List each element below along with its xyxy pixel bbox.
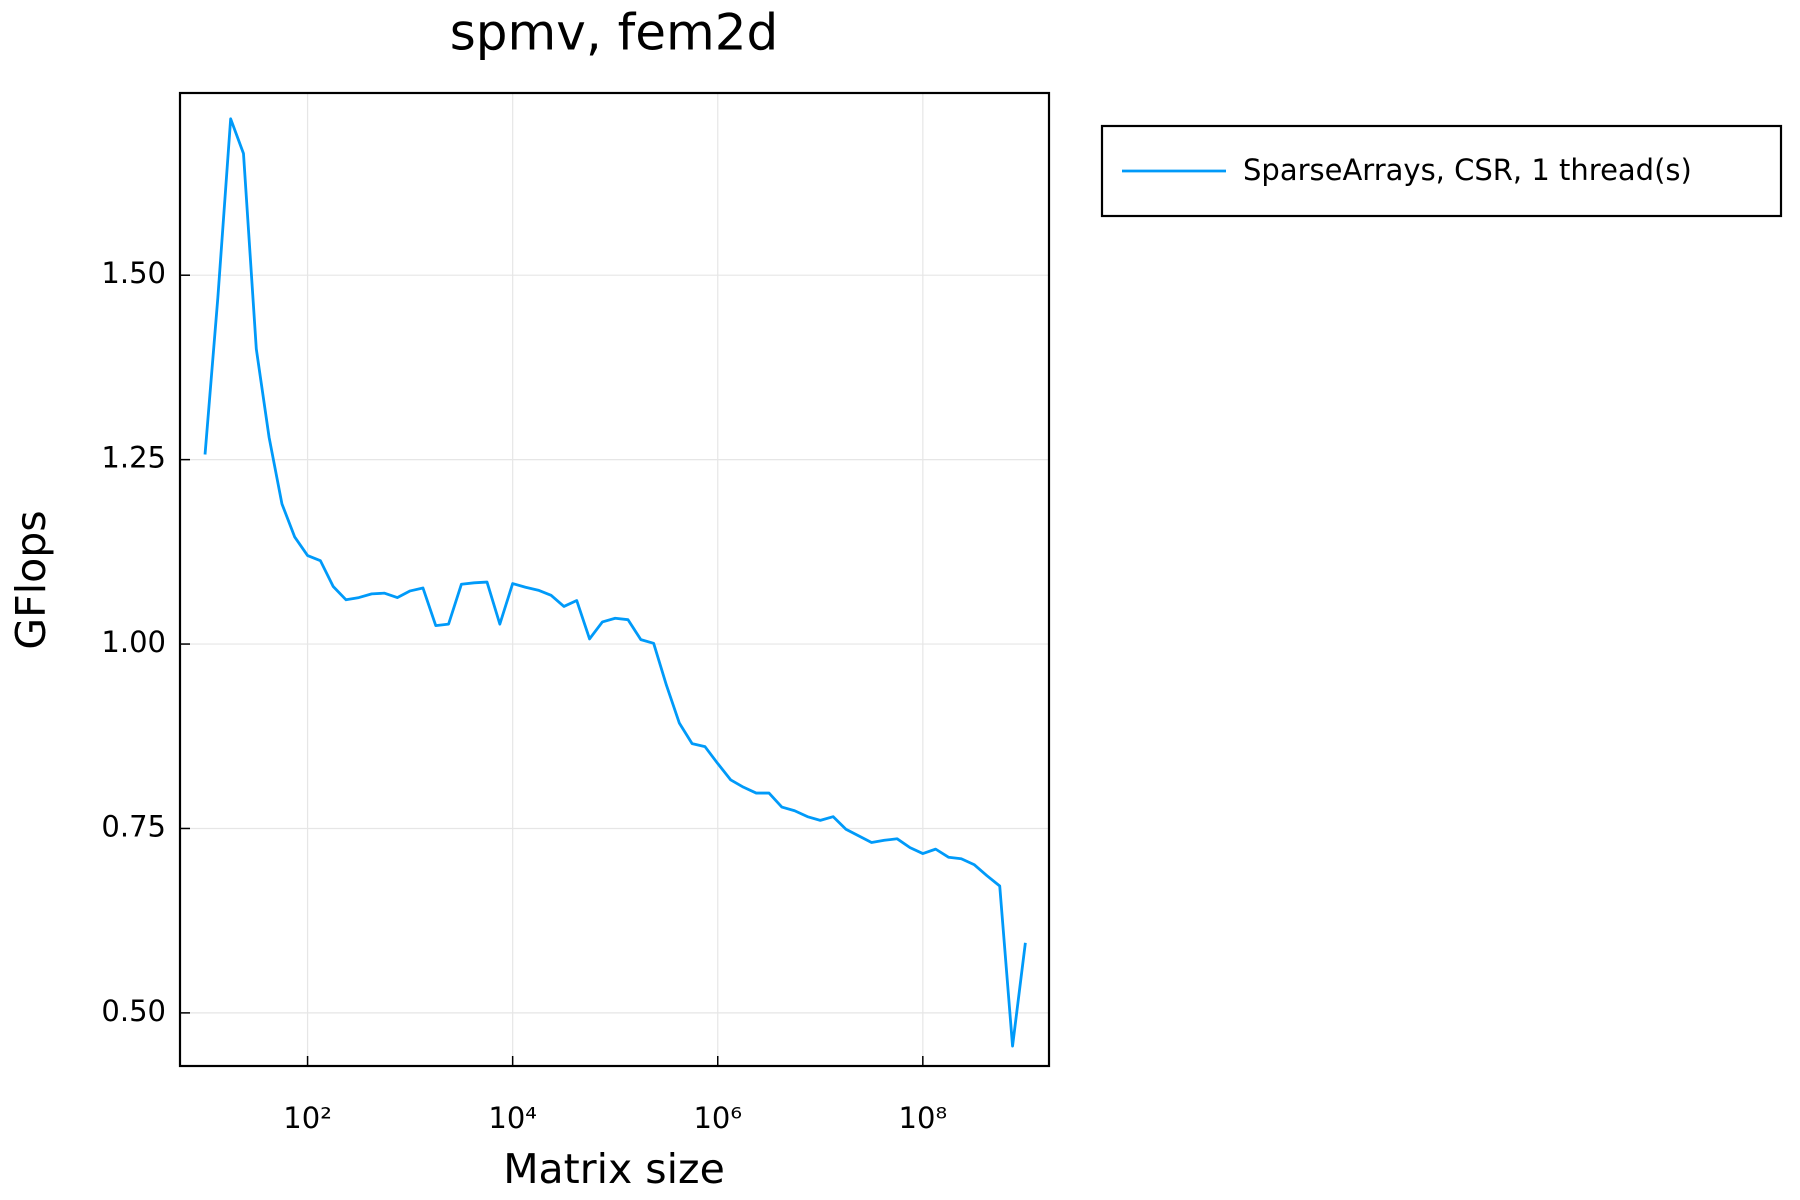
y-tick-label: 1.50: [101, 256, 166, 290]
legend-box: [1100, 124, 1783, 218]
y-tick-label: 1.00: [101, 625, 166, 659]
y-tick-label: 1.25: [101, 441, 166, 475]
data-line: [203, 117, 1027, 1048]
x-axis-label: Matrix size: [503, 1145, 725, 1193]
y-axis-label: GFlops: [7, 510, 55, 649]
x-tick-label: 10⁸: [899, 1101, 948, 1135]
legend-label: SparseArrays, CSR, 1 thread(s): [1243, 153, 1692, 187]
y-tick-label: 0.50: [101, 994, 166, 1028]
x-tick-label: 10²: [283, 1101, 332, 1135]
y-tick-label: 0.75: [101, 809, 166, 843]
plot-frame: [178, 91, 1051, 1068]
x-tick-label: 10⁴: [488, 1101, 537, 1135]
x-tick-label: 10⁶: [693, 1101, 742, 1135]
chart-title: spmv, fem2d: [450, 4, 779, 62]
